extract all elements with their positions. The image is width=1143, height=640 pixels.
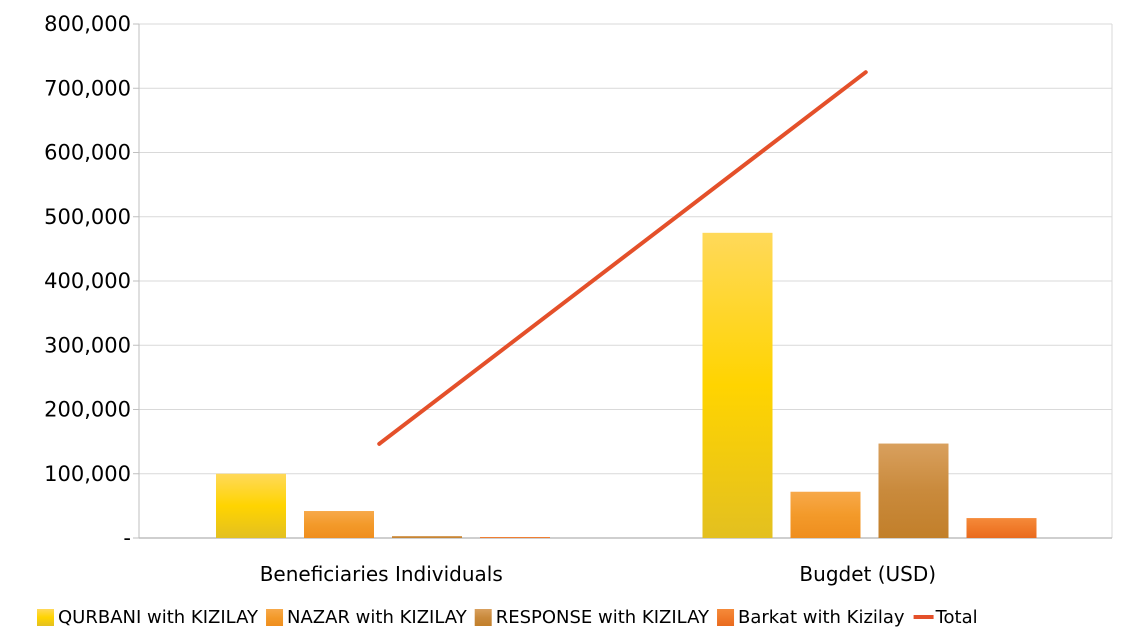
bar-qurbani-with-kizilay-beneficiaries-individuals [216,473,286,538]
axes [133,23,1113,539]
legend-label: QURBANI with KIZILAY [58,607,259,628]
legend-label: RESPONSE with KIZILAY [496,607,710,628]
legend-item-barkat-with-kizilay: Barkat with Kizilay [717,607,905,628]
legend-swatch [37,609,54,626]
y-tick-label: 800,000 [44,12,131,36]
total-line [377,70,868,446]
bar-nazar-with-kizilay-beneficiaries-individuals [304,511,374,538]
legend-swatch [717,609,735,626]
legend-item-qurbani-with-kizilay: QURBANI with KIZILAY [37,607,259,628]
y-tick-label: - [123,526,131,550]
bar-qurbani-with-kizilay-bugdet-usd [702,232,773,538]
legend-label: NAZAR with KIZILAY [287,607,468,628]
y-tick-label: 300,000 [44,333,131,357]
category-labels: Beneficiaries Individuals Bugdet (USD) [260,562,936,586]
x-category-label: Bugdet (USD) [799,562,936,586]
y-tick-label: 700,000 [44,76,131,100]
bars [216,232,1037,538]
y-tick-label: 400,000 [44,269,131,293]
y-tick-label: 500,000 [44,205,131,229]
legend-swatch [266,609,284,626]
legend-item-response-with-kizilay: RESPONSE with KIZILAY [474,607,710,628]
bar-nazar-with-kizilay-bugdet-usd [790,491,861,538]
legend-item-nazar-with-kizilay: NAZAR with KIZILAY [266,607,468,628]
bar-barkat-with-kizilay-beneficiaries-individuals [480,537,550,538]
legend-label: Barkat with Kizilay [738,607,905,628]
legend: QURBANI with KIZILAY NAZAR with KIZILAY RE… [37,607,978,628]
legend-item-total: Total [913,607,978,628]
y-tick-label: 200,000 [44,398,131,422]
y-tick-labels: - 100,000 200,000 300,000 400,000 500,000 600,… [44,12,131,550]
legend-swatch [474,609,492,626]
y-tick-label: 100,000 [44,462,131,486]
grid-lines [139,23,1112,475]
bar-response-with-kizilay-bugdet-usd [878,443,949,538]
x-category-label: Beneficiaries Individuals [260,562,503,586]
y-tick-label: 600,000 [44,141,131,165]
bar-response-with-kizilay-beneficiaries-individuals [392,536,462,538]
legend-label: Total [935,607,978,628]
line-total [377,70,868,446]
bar-barkat-with-kizilay-bugdet-usd [966,518,1037,538]
